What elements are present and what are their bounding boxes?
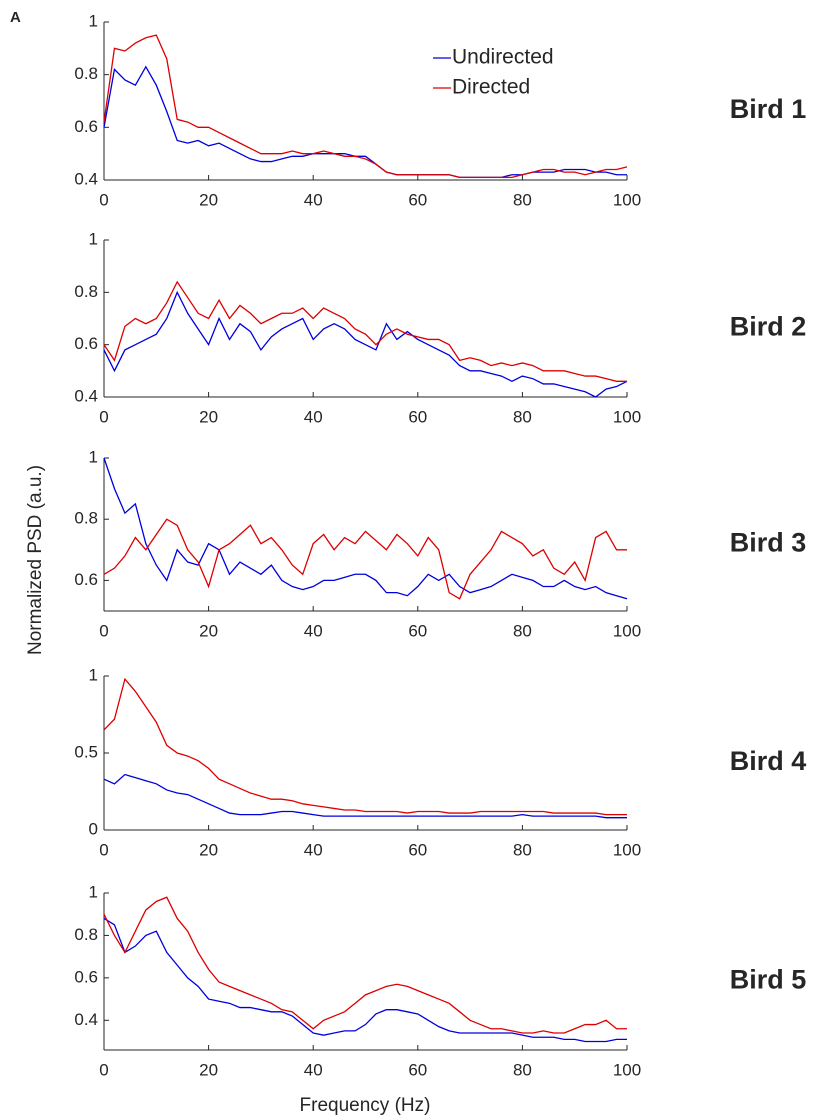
series-line: [103, 290, 628, 398]
y-tick-label: 1: [89, 11, 98, 30]
x-tick-label: 0: [99, 1060, 108, 1079]
panel-label: A: [10, 9, 21, 26]
x-axis-label: Frequency (Hz): [300, 1095, 431, 1116]
x-tick-label: 40: [304, 190, 323, 209]
y-tick-label: 0.8: [74, 64, 98, 83]
y-tick-label: 0.5: [74, 742, 98, 761]
y-tick-label: 0.6: [74, 334, 98, 353]
x-tick-label: 0: [99, 840, 108, 859]
legend-label: Undirected: [452, 46, 554, 69]
series-line: [103, 34, 628, 179]
x-tick-label: 40: [304, 621, 323, 640]
x-tick-label: 100: [613, 407, 641, 426]
x-tick-label: 60: [408, 840, 427, 859]
x-tick-label: 20: [199, 190, 218, 209]
x-tick-label: 20: [199, 1060, 218, 1079]
x-tick-label: 0: [99, 621, 108, 640]
y-tick-label: 0.6: [74, 967, 98, 986]
x-tick-label: 0: [99, 190, 108, 209]
y-tick-label: 1: [89, 882, 98, 901]
x-tick-label: 40: [304, 407, 323, 426]
x-tick-label: 100: [613, 1060, 641, 1079]
x-tick-label: 20: [199, 621, 218, 640]
x-tick-label: 80: [513, 840, 532, 859]
series-line: [103, 677, 627, 816]
series-line: [103, 280, 627, 382]
x-tick-label: 100: [613, 190, 641, 209]
x-tick-label: 20: [199, 407, 218, 426]
x-tick-label: 60: [408, 190, 427, 209]
x-tick-label: 80: [513, 407, 532, 426]
y-tick-label: 0.6: [74, 117, 98, 136]
y-tick-label: 0.6: [74, 570, 98, 589]
panel-title: Bird 1: [730, 94, 807, 124]
x-tick-label: 80: [513, 621, 532, 640]
y-tick-label: 0.8: [74, 925, 98, 944]
x-tick-label: 20: [199, 840, 218, 859]
x-tick-label: 100: [613, 621, 641, 640]
y-tick-label: 0.8: [74, 282, 98, 301]
x-tick-label: 0: [99, 407, 108, 426]
x-tick-label: 80: [513, 190, 532, 209]
panel-title: Bird 5: [730, 965, 807, 995]
y-tick-label: 0: [89, 819, 98, 838]
series-line: [103, 896, 627, 1034]
x-tick-label: 60: [408, 1060, 427, 1079]
panel-title: Bird 3: [730, 528, 807, 558]
x-tick-label: 80: [513, 1060, 532, 1079]
series-line: [103, 518, 627, 600]
y-axis-label: Normalized PSD (a.u.): [25, 465, 46, 655]
panel-title: Bird 2: [730, 312, 807, 342]
y-tick-label: 1: [89, 229, 98, 248]
series-line: [103, 457, 628, 600]
x-tick-label: 40: [304, 840, 323, 859]
legend-label: Directed: [452, 76, 530, 99]
panel-title: Bird 4: [730, 746, 807, 776]
y-tick-label: 0.4: [74, 169, 98, 188]
y-tick-label: 1: [89, 665, 98, 684]
x-tick-label: 40: [304, 1060, 323, 1079]
y-tick-label: 0.4: [74, 1010, 98, 1029]
series-line: [103, 773, 627, 819]
series-line: [103, 917, 627, 1043]
series-line: [103, 65, 627, 179]
x-tick-label: 60: [408, 407, 427, 426]
y-tick-label: 1: [89, 447, 98, 466]
y-tick-label: 0.8: [74, 509, 98, 528]
y-tick-label: 0.4: [74, 386, 98, 405]
x-tick-label: 60: [408, 621, 427, 640]
x-tick-label: 100: [613, 840, 641, 859]
